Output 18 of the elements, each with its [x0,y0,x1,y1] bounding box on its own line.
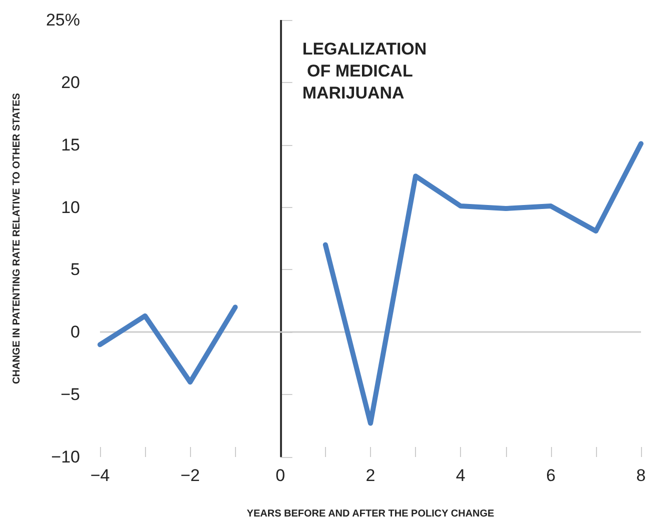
y-tick-label: 20 [61,72,80,92]
y-tick-label: 5 [70,260,80,280]
x-axis-title: YEARS BEFORE AND AFTER THE POLICY CHANGE [246,508,495,520]
y-tick-label: 25% [46,10,80,30]
x-tick-label: 4 [456,466,466,485]
x-tick-label: 8 [636,466,646,485]
y-tick-label: 0 [70,322,80,342]
x-tick-label: 2 [366,466,376,485]
y-tick-label: 15 [61,135,80,154]
x-tick-label: −4 [90,466,110,485]
x-tick-label: 6 [546,466,556,485]
y-tick-label: −5 [60,385,80,404]
x-tick-label: −2 [180,466,200,485]
y-axis-title: CHANGE IN PATENTING RATE RELATIVE TO OTHER STATES [12,92,22,384]
ref-line-label: LEGALIZATION OF MEDICAL MARIJUANA [302,40,427,102]
y-tick-label: 10 [61,198,80,217]
x-tick-label: 0 [276,466,286,485]
y-tick-label: −10 [51,448,80,466]
